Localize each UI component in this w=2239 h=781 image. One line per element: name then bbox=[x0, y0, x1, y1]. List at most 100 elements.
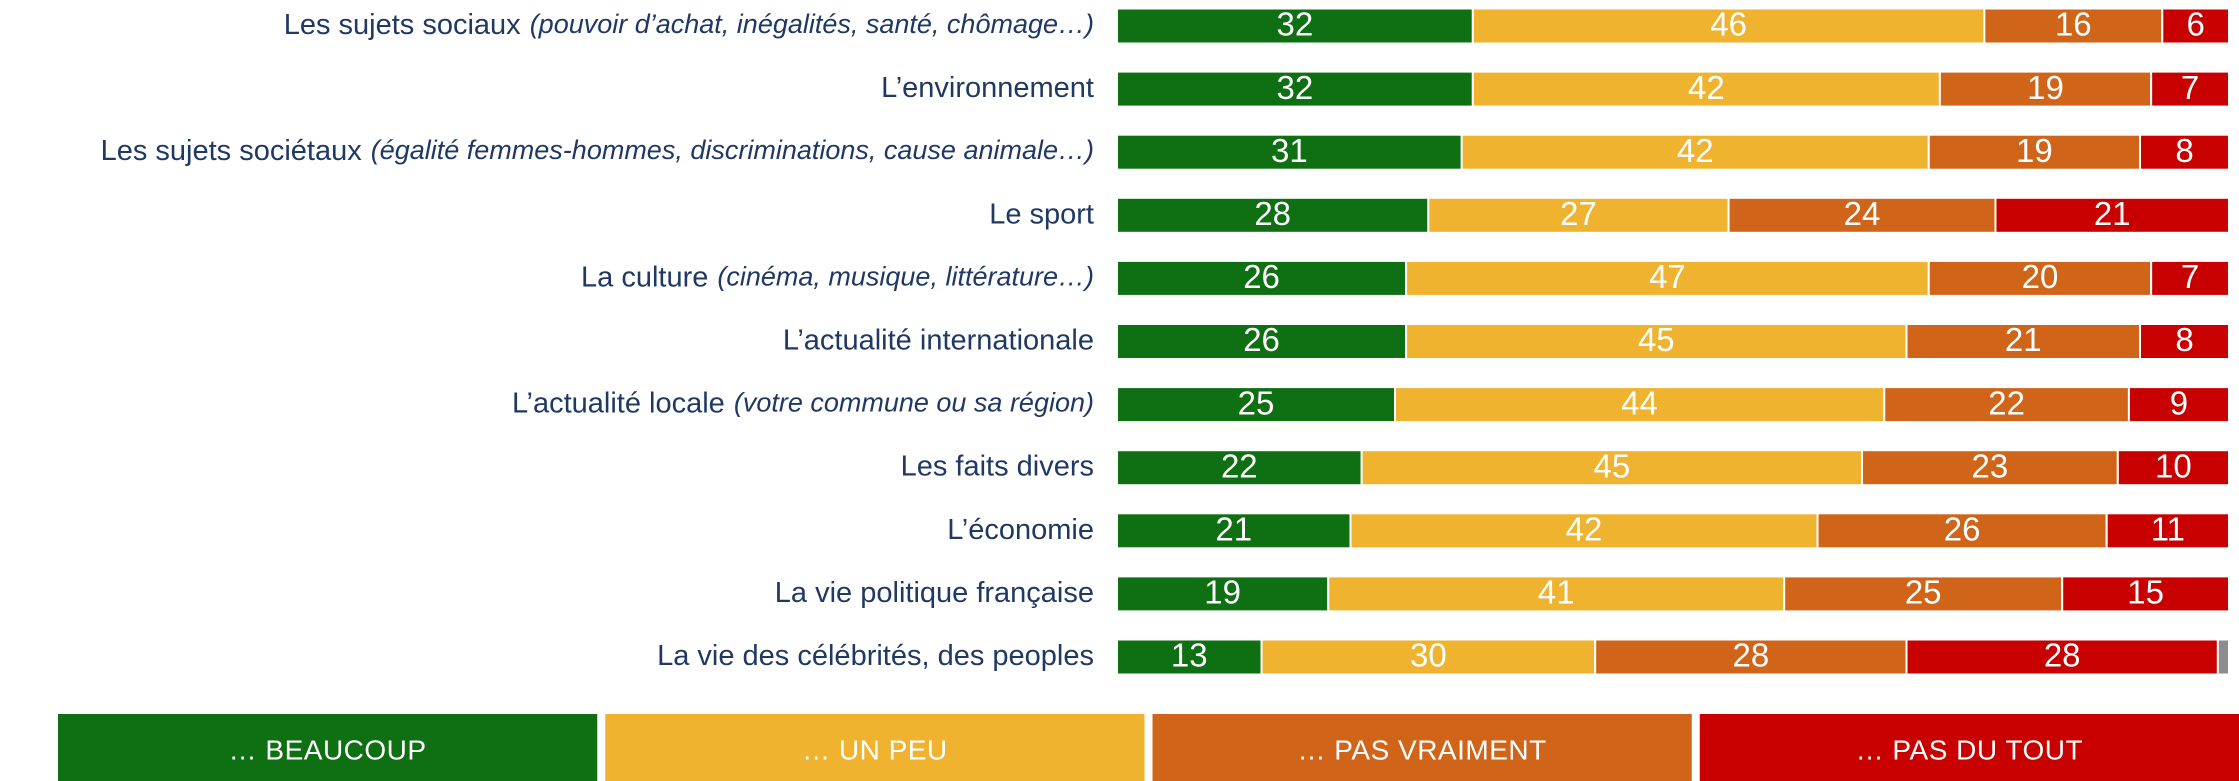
value-label: 8 bbox=[2175, 321, 2193, 358]
value-label: 28 bbox=[2044, 637, 2081, 674]
bar-segment bbox=[1460, 133, 1930, 171]
bar-segment bbox=[1938, 70, 2153, 108]
value-label: 19 bbox=[1204, 574, 1241, 611]
value-label: 10 bbox=[2155, 447, 2192, 484]
legend-label: … PAS VRAIMENT bbox=[1298, 734, 1547, 765]
bar-segment bbox=[1116, 133, 1463, 171]
value-label: 19 bbox=[2016, 132, 2053, 169]
bar-segment bbox=[1260, 638, 1597, 676]
category-label: Les faits divers bbox=[901, 450, 1094, 482]
legend-swatch bbox=[605, 714, 1145, 781]
category-name: Les sujets sociaux bbox=[284, 9, 521, 41]
category-label: L’économie bbox=[947, 513, 1094, 545]
category-label: La vie politique française bbox=[775, 577, 1094, 609]
bar-segment bbox=[1405, 323, 1908, 360]
value-label: 21 bbox=[1215, 511, 1252, 548]
category-label: L’actualité internationale bbox=[783, 324, 1094, 356]
category-name: Les faits divers bbox=[901, 450, 1094, 482]
bar-segment bbox=[1427, 196, 1730, 234]
value-label: 21 bbox=[2005, 321, 2042, 358]
bar-segment bbox=[2061, 575, 2230, 613]
bar-segment bbox=[1471, 7, 1986, 45]
category-label: La culture (cinéma, musique, littérature…… bbox=[581, 261, 1094, 293]
bar-segment bbox=[2105, 512, 2230, 550]
value-label: 28 bbox=[1732, 637, 1769, 674]
value-label: 47 bbox=[1649, 258, 1686, 295]
category-name: L’économie bbox=[947, 513, 1094, 545]
category-label: L’environnement bbox=[881, 72, 1094, 104]
value-label: 26 bbox=[1243, 321, 1280, 358]
bar-segment bbox=[1927, 259, 2153, 297]
category-label: Le sport bbox=[989, 198, 1094, 230]
bar-segment bbox=[1883, 386, 2130, 424]
category-name: L’environnement bbox=[881, 72, 1094, 104]
value-label: 42 bbox=[1677, 132, 1714, 169]
value-label: 44 bbox=[1621, 384, 1658, 421]
bar-segment bbox=[1116, 575, 1330, 613]
value-label: 28 bbox=[1254, 195, 1291, 232]
bar-segment bbox=[1905, 323, 2142, 360]
value-label: 19 bbox=[2027, 69, 2064, 106]
value-label: 20 bbox=[2022, 258, 2059, 295]
bar-segment bbox=[1116, 7, 1474, 45]
value-label: 23 bbox=[1972, 447, 2009, 484]
legend-label: … PAS DU TOUT bbox=[1856, 734, 2083, 765]
category-label: Les sujets sociétaux (égalité femmes-homm… bbox=[101, 135, 1094, 167]
value-label: 42 bbox=[1566, 511, 1603, 548]
category-detail: (égalité femmes-hommes, discriminations,… bbox=[371, 135, 1094, 165]
value-label: 24 bbox=[1844, 195, 1881, 232]
value-label: 32 bbox=[1277, 69, 1314, 106]
legend-swatch bbox=[58, 714, 598, 781]
bar-segment bbox=[2150, 70, 2230, 108]
bar-segment bbox=[2139, 133, 2231, 171]
value-label: 13 bbox=[1171, 637, 1208, 674]
bar-segment bbox=[2216, 638, 2230, 676]
bar-segment bbox=[1349, 512, 1819, 550]
legend-label: … UN PEU bbox=[802, 734, 948, 765]
value-label: 25 bbox=[1905, 574, 1942, 611]
value-label: 21 bbox=[2094, 195, 2131, 232]
value-label: 32 bbox=[1277, 6, 1314, 43]
bar-segment bbox=[1116, 449, 1363, 487]
value-label: 8 bbox=[2175, 132, 2193, 169]
value-label: 7 bbox=[2181, 258, 2199, 295]
value-label: 46 bbox=[1710, 6, 1747, 43]
category-detail: (pouvoir d’achat, inégalités, santé, chô… bbox=[530, 9, 1094, 39]
bar-segment bbox=[1327, 575, 1786, 613]
value-label: 41 bbox=[1538, 574, 1575, 611]
bar-segment bbox=[2161, 7, 2231, 45]
value-label: 26 bbox=[1944, 511, 1981, 548]
category-detail: (votre commune ou sa région) bbox=[734, 388, 1094, 418]
value-label: 31 bbox=[1271, 132, 1308, 169]
value-label: 30 bbox=[1410, 637, 1447, 674]
bar-segment bbox=[2139, 323, 2231, 360]
category-label: Les sujets sociaux (pouvoir d’achat, inég… bbox=[284, 9, 1094, 41]
value-label: 26 bbox=[1243, 258, 1280, 295]
value-label: 11 bbox=[2151, 511, 2185, 548]
value-label: 15 bbox=[2127, 574, 2164, 611]
value-label: 22 bbox=[1221, 447, 1258, 484]
value-label: 16 bbox=[2055, 6, 2092, 43]
category-name: Le sport bbox=[989, 198, 1094, 230]
category-detail: (cinéma, musique, littérature…) bbox=[717, 262, 1094, 292]
bar-segment bbox=[1861, 449, 2119, 487]
value-label: 45 bbox=[1593, 447, 1630, 484]
value-label: 9 bbox=[2170, 384, 2188, 421]
category-label: L’actualité locale (votre commune ou sa r… bbox=[512, 387, 1094, 419]
value-label: 42 bbox=[1688, 69, 1725, 106]
category-name: Les sujets sociétaux bbox=[101, 135, 363, 167]
bar-segment bbox=[2116, 449, 2231, 487]
category-name: La culture bbox=[581, 261, 708, 293]
value-label: 27 bbox=[1560, 195, 1597, 232]
bar-segment bbox=[1116, 386, 1396, 424]
bar-segment bbox=[1116, 70, 1474, 108]
category-name: La vie des célébrités, des peoples bbox=[657, 640, 1094, 672]
category-name: L’actualité locale bbox=[512, 387, 725, 419]
legend-label: … BEAUCOUP bbox=[229, 734, 427, 765]
bar-segment bbox=[1116, 323, 1408, 360]
value-label: 22 bbox=[1988, 384, 2025, 421]
value-label: 45 bbox=[1638, 321, 1675, 358]
bar-segment bbox=[2127, 386, 2230, 424]
value-label: 6 bbox=[2186, 6, 2204, 43]
